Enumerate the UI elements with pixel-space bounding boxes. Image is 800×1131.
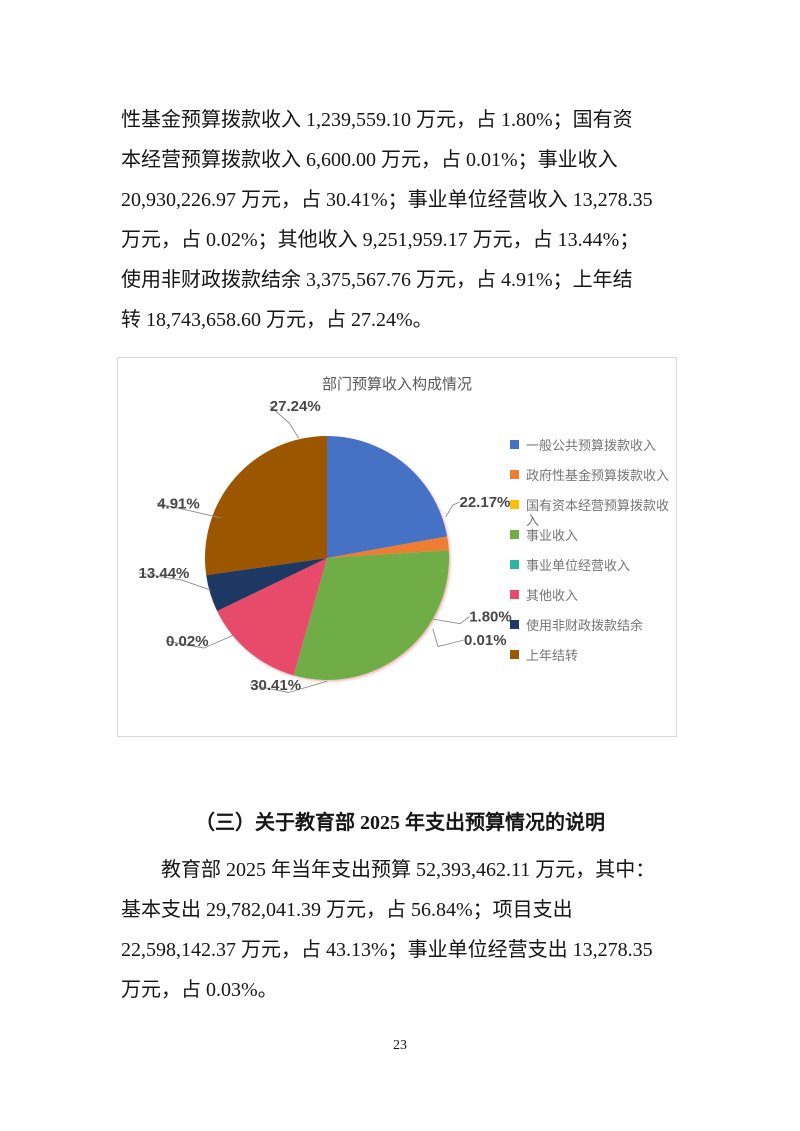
svg-text:30.41%: 30.41% [250, 677, 301, 694]
svg-text:13.44%: 13.44% [139, 565, 190, 582]
svg-text:22.17%: 22.17% [460, 494, 511, 511]
svg-text:0.02%: 0.02% [166, 633, 209, 650]
svg-text:4.91%: 4.91% [157, 496, 200, 513]
svg-text:0.01%: 0.01% [464, 632, 507, 649]
svg-text:1.80%: 1.80% [469, 609, 512, 626]
svg-text:27.24%: 27.24% [270, 398, 321, 415]
